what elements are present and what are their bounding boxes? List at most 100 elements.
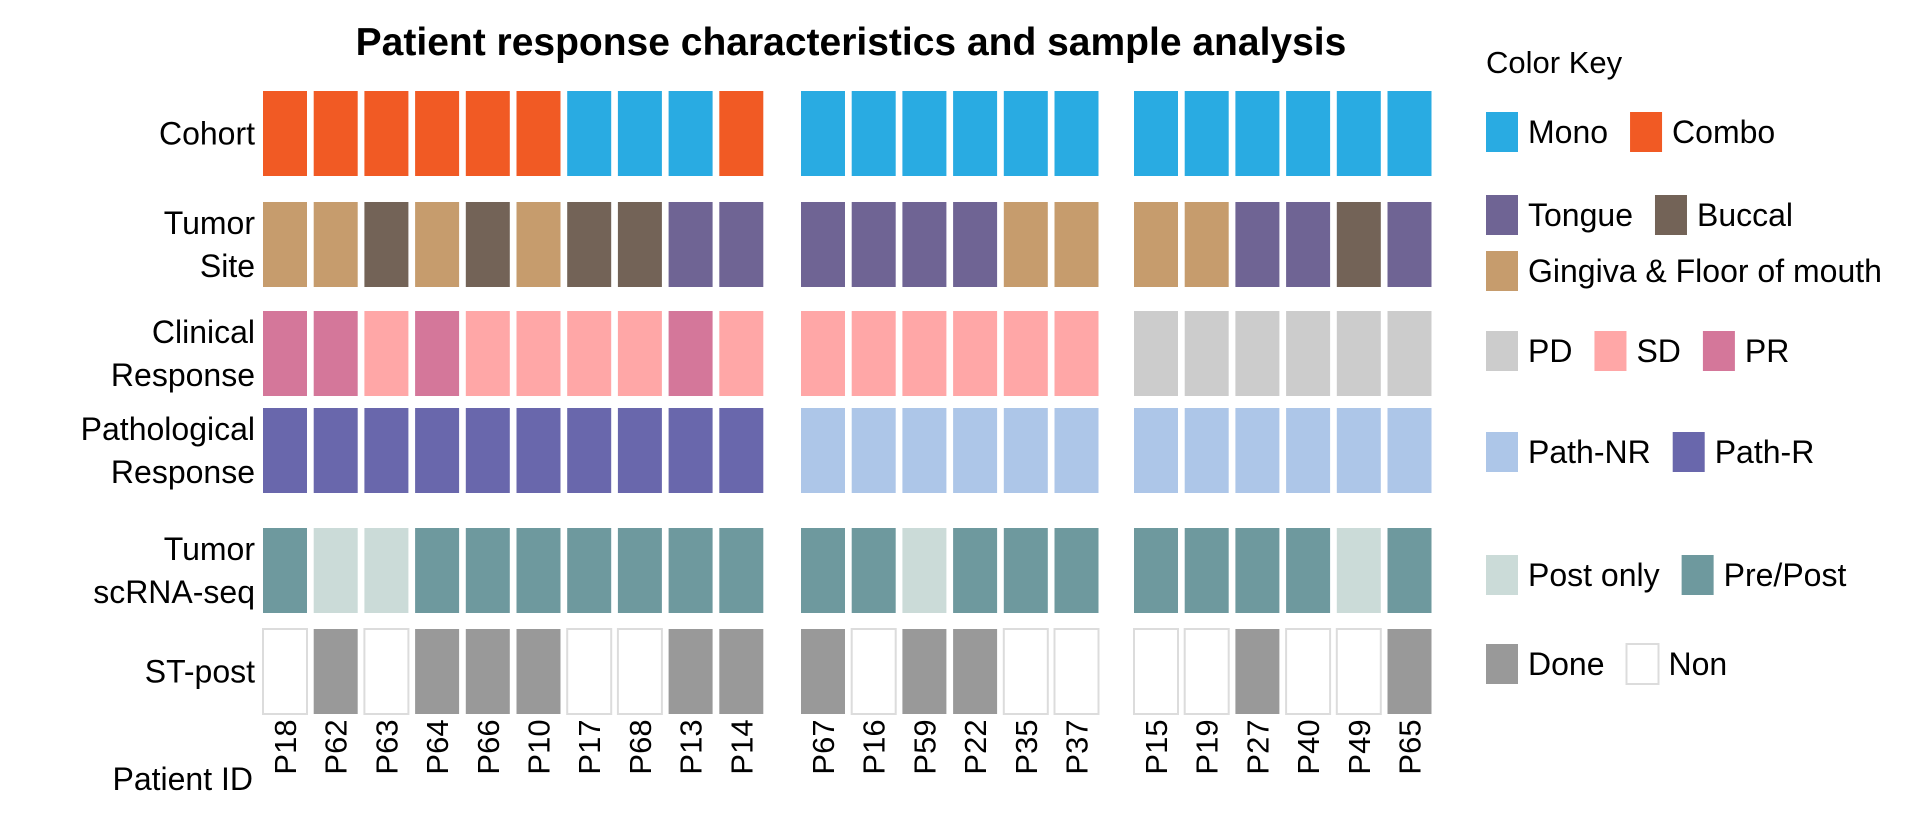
legend-swatch-done — [1486, 644, 1518, 684]
cell-clinical-response-p49 — [1336, 311, 1381, 396]
cell-st-post-p27 — [1235, 629, 1280, 714]
cell-cohort-p64 — [415, 91, 460, 176]
patient-id-p35: P35 — [1009, 719, 1044, 774]
row-label-pathological-response-line1: Pathological — [81, 411, 255, 447]
legend-label-non: Non — [1669, 646, 1728, 682]
cell-tumor-site-p10 — [516, 202, 561, 287]
cell-clinical-response-p17 — [567, 311, 612, 396]
cell-pathological-response-p59 — [902, 408, 947, 493]
cell-tumor-site-p17 — [567, 202, 612, 287]
cell-tumor-scrna-seq-p14 — [719, 528, 764, 613]
cell-cohort-p15 — [1134, 91, 1178, 176]
cell-st-post-p66 — [465, 629, 510, 714]
cell-cohort-p27 — [1235, 91, 1280, 176]
cell-tumor-site-p62 — [313, 202, 358, 287]
legend-label-mono: Mono — [1528, 114, 1608, 150]
cell-tumor-scrna-seq-p49 — [1336, 528, 1381, 613]
cell-st-post-p16 — [850, 628, 897, 715]
patient-id-p15: P15 — [1139, 719, 1174, 774]
cell-pathological-response-p40 — [1286, 408, 1331, 493]
cell-tumor-scrna-seq-p37 — [1054, 528, 1099, 613]
cell-clinical-response-p13 — [668, 311, 713, 396]
cell-st-post-p68 — [616, 628, 663, 715]
legend-label-path-r: Path-R — [1715, 434, 1815, 470]
patient-id-p66: P66 — [471, 719, 506, 774]
cell-tumor-scrna-seq-p59 — [902, 528, 947, 613]
cell-tumor-site-p65 — [1387, 202, 1432, 287]
cell-pathological-response-p68 — [617, 408, 662, 493]
cell-pathological-response-p13 — [668, 408, 713, 493]
legend-swatch-sd — [1594, 331, 1627, 371]
cell-tumor-site-p37 — [1054, 202, 1099, 287]
patient-id-p62: P62 — [319, 719, 354, 774]
cell-tumor-scrna-seq-p35 — [1003, 528, 1048, 613]
cell-pathological-response-p65 — [1387, 408, 1432, 493]
cell-tumor-scrna-seq-p27 — [1235, 528, 1280, 613]
row-label-tumor-site-line1: Tumor — [164, 205, 256, 241]
cell-clinical-response-p64 — [415, 311, 460, 396]
cell-cohort-p59 — [902, 91, 947, 176]
patient-id-p40: P40 — [1291, 719, 1326, 774]
cell-pathological-response-p37 — [1054, 408, 1099, 493]
patient-id-p68: P68 — [623, 719, 658, 774]
legend-label-tongue: Tongue — [1528, 197, 1633, 233]
legend-label-pr: PR — [1745, 333, 1789, 369]
cell-pathological-response-p17 — [567, 408, 612, 493]
cell-pathological-response-p63 — [364, 408, 409, 493]
cell-cohort-p17 — [567, 91, 612, 176]
cell-tumor-site-p16 — [851, 202, 896, 287]
cell-tumor-scrna-seq-p65 — [1387, 528, 1432, 613]
cell-st-post-p59 — [902, 629, 947, 714]
cell-tumor-scrna-seq-p19 — [1184, 528, 1229, 613]
patient-id-p10: P10 — [522, 719, 557, 774]
cell-tumor-scrna-seq-p16 — [851, 528, 896, 613]
cell-clinical-response-p68 — [617, 311, 662, 396]
cell-pathological-response-p14 — [719, 408, 764, 493]
legend-swatch-path-nr — [1486, 432, 1518, 472]
cell-tumor-site-p63 — [364, 202, 409, 287]
cell-tumor-site-p27 — [1235, 202, 1280, 287]
cell-clinical-response-p37 — [1054, 311, 1099, 396]
cell-cohort-p66 — [465, 91, 510, 176]
cell-st-post-p67 — [801, 629, 845, 714]
cell-tumor-scrna-seq-p17 — [567, 528, 612, 613]
cell-tumor-site-p15 — [1134, 202, 1178, 287]
cell-pathological-response-p64 — [415, 408, 460, 493]
cell-cohort-p10 — [516, 91, 561, 176]
cell-cohort-p67 — [801, 91, 845, 176]
cell-tumor-site-p40 — [1286, 202, 1331, 287]
patient-id-p67: P67 — [806, 719, 841, 774]
cell-tumor-scrna-seq-p13 — [668, 528, 713, 613]
cell-clinical-response-p16 — [851, 311, 896, 396]
cell-tumor-site-p13 — [668, 202, 713, 287]
legend-swatch-path-r — [1672, 432, 1705, 472]
cell-cohort-p68 — [617, 91, 662, 176]
cell-tumor-scrna-seq-p40 — [1286, 528, 1331, 613]
legend-swatch-pre-post — [1681, 555, 1714, 595]
cell-clinical-response-p65 — [1387, 311, 1432, 396]
legend-swatch-gingiva-floor-of-mouth — [1486, 251, 1518, 291]
cell-st-post-p63 — [363, 628, 410, 715]
cell-pathological-response-p67 — [801, 408, 845, 493]
cell-tumor-scrna-seq-p66 — [465, 528, 510, 613]
legend-label-sd: SD — [1636, 333, 1680, 369]
cell-clinical-response-p40 — [1286, 311, 1331, 396]
cell-tumor-scrna-seq-p63 — [364, 528, 409, 613]
cell-clinical-response-p15 — [1134, 311, 1178, 396]
cell-st-post-p18 — [262, 628, 308, 715]
patient-id-p63: P63 — [369, 719, 404, 774]
cell-clinical-response-p62 — [313, 311, 358, 396]
cell-tumor-scrna-seq-p64 — [415, 528, 460, 613]
legend-label-pre-post: Pre/Post — [1724, 557, 1847, 593]
patient-id-p37: P37 — [1060, 719, 1095, 774]
cell-clinical-response-p10 — [516, 311, 561, 396]
cell-st-post-p10 — [516, 629, 561, 714]
cell-clinical-response-p67 — [801, 311, 845, 396]
legend-label-post-only: Post only — [1528, 557, 1660, 593]
row-label-pathological-response-line2: Response — [111, 454, 255, 490]
row-label-tumor-site-line2: Site — [200, 248, 255, 284]
patient-id-p18: P18 — [268, 719, 303, 774]
cell-cohort-p22 — [953, 91, 998, 176]
cell-st-post-p15 — [1133, 628, 1179, 715]
